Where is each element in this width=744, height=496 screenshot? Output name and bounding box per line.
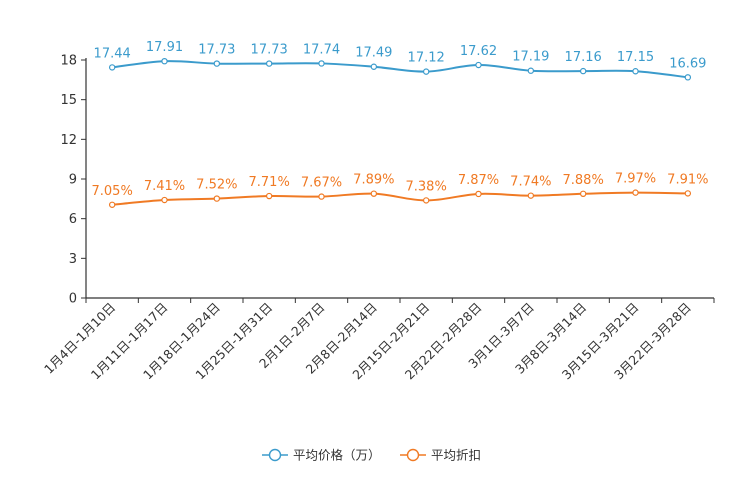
- data-point[interactable]: [684, 74, 692, 81]
- data-label: 17.44: [94, 46, 131, 61]
- y-tick-label: 15: [60, 93, 77, 108]
- data-label: 7.89%: [353, 173, 394, 188]
- data-label: 7.88%: [563, 173, 604, 188]
- data-label: 7.38%: [406, 179, 447, 194]
- data-label: 7.05%: [92, 184, 133, 199]
- data-label: 17.74: [303, 42, 340, 57]
- legend-circle-marker: [268, 448, 282, 462]
- y-tick-label: 9: [69, 173, 77, 188]
- data-point[interactable]: [213, 60, 221, 67]
- data-point[interactable]: [632, 68, 639, 75]
- data-label: 7.41%: [144, 179, 185, 194]
- data-point[interactable]: [579, 67, 587, 75]
- data-label: 17.73: [198, 43, 235, 58]
- data-label: 17.19: [512, 50, 549, 65]
- data-label: 7.97%: [615, 172, 656, 187]
- data-label: 17.15: [617, 50, 654, 65]
- data-label: 17.62: [460, 44, 497, 59]
- series-line: [112, 191, 688, 206]
- data-point[interactable]: [475, 61, 482, 69]
- data-label: 17.49: [355, 46, 392, 61]
- data-point[interactable]: [318, 60, 325, 67]
- data-point[interactable]: [475, 190, 482, 198]
- legend-item-0[interactable]: 平均价格（万）: [262, 448, 381, 463]
- y-tick-label: 12: [60, 133, 77, 148]
- data-point[interactable]: [108, 64, 116, 71]
- axes: 03691215181月4日-1月10日1月11日-1月17日1月18日-1月2…: [41, 54, 715, 382]
- series-1: 7.05% 7.41% 7.52% 7.71% 7.67% 7.89% 7.38% 7.87%…: [92, 172, 708, 208]
- legend-item-1[interactable]: 平均折扣: [400, 448, 481, 463]
- data-point[interactable]: [527, 67, 535, 74]
- data-point[interactable]: [265, 192, 273, 200]
- y-tick-label: 3: [69, 252, 77, 267]
- data-label: 7.91%: [667, 172, 708, 187]
- y-tick-label: 18: [60, 54, 77, 69]
- data-point[interactable]: [579, 190, 587, 198]
- series-layer: 17.44 17.91 17.73 17.73 17.74 17.49 17.12 17.62…: [92, 40, 708, 208]
- data-label: 17.12: [408, 51, 445, 66]
- data-point[interactable]: [265, 60, 273, 67]
- data-point[interactable]: [108, 201, 116, 208]
- data-label: 17.91: [146, 40, 183, 55]
- data-point[interactable]: [422, 68, 430, 75]
- data-point[interactable]: [370, 190, 378, 197]
- data-point[interactable]: [632, 189, 639, 196]
- data-label: 17.16: [565, 50, 602, 65]
- data-label: 7.52%: [196, 178, 237, 193]
- legend: 平均价格（万） 平均折扣: [262, 448, 481, 463]
- data-label: 17.73: [251, 43, 288, 58]
- data-point[interactable]: [684, 190, 692, 197]
- data-point[interactable]: [318, 193, 325, 200]
- data-point[interactable]: [527, 192, 535, 199]
- data-point[interactable]: [213, 195, 221, 202]
- data-point[interactable]: [422, 197, 430, 204]
- data-point[interactable]: [370, 63, 378, 70]
- data-point[interactable]: [161, 57, 168, 65]
- series-line: [112, 60, 688, 79]
- data-point[interactable]: [161, 196, 168, 204]
- legend-circle-marker: [406, 448, 420, 462]
- data-label: 16.69: [669, 56, 706, 71]
- legend-label: 平均价格（万）: [293, 448, 381, 463]
- data-label: 7.71%: [249, 175, 290, 190]
- data-label: 7.67%: [301, 176, 342, 191]
- y-tick-label: 6: [69, 212, 77, 227]
- legend-label: 平均折扣: [431, 448, 481, 463]
- data-label: 7.87%: [458, 173, 499, 188]
- series-0: 17.44 17.91 17.73 17.73 17.74 17.49 17.12 17.62…: [94, 40, 706, 81]
- data-label: 7.74%: [510, 175, 551, 190]
- y-tick-label: 0: [69, 292, 77, 307]
